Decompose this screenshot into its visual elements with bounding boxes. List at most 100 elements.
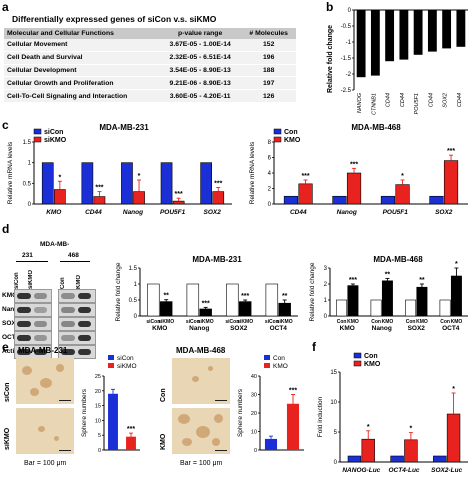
bar-kmo	[416, 286, 428, 317]
bar-sicon	[265, 283, 279, 317]
category-label: SOX2	[443, 93, 449, 108]
y-tick-label: 3	[324, 266, 328, 272]
category-label: CD44	[428, 93, 434, 107]
legend-swatch	[108, 355, 114, 360]
bar-sicon	[41, 162, 54, 205]
bar	[370, 10, 380, 76]
bar	[442, 10, 452, 49]
y-tick-label: 0	[28, 202, 32, 208]
legend-label: siKMO	[117, 363, 137, 370]
blot-label-oct4: OCT4	[2, 334, 20, 341]
legend-swatch	[264, 355, 270, 360]
y-tick-label: 25	[95, 374, 101, 380]
table-row: Cellular Movement 3.67E-05 - 1.00E-14 15…	[4, 39, 296, 52]
category-label: OCT4-Luc	[388, 467, 419, 474]
bar-con	[283, 195, 299, 205]
y-tick-label: -1.5	[341, 56, 352, 62]
panel-a-title: Differentially expressed genes of siCon …	[12, 14, 217, 24]
bar-kmo	[298, 183, 313, 205]
chart-d-mda231: 0 0.5 1 1.5 Relative fold change MDA-MB-231 si…	[115, 255, 298, 332]
table-cell: Cell-To-Cell Signaling and Interaction	[4, 89, 159, 103]
blot-label-nanog: Nanog	[2, 306, 23, 313]
bar-sikmo	[212, 191, 225, 205]
blot-label-kmo: KMO	[2, 292, 18, 299]
bar-sicon	[226, 283, 239, 317]
bar-label: siKMO	[277, 319, 293, 325]
bar-sikmo	[126, 436, 136, 450]
table-cell: Cellular Development	[4, 64, 159, 78]
table-row: Cell-To-Cell Signaling and Interaction 3…	[4, 89, 296, 103]
bar-label: KMO	[416, 319, 428, 325]
category-label: SOX2	[408, 325, 426, 332]
y-tick-label: 0	[348, 8, 352, 14]
y-axis-label: Relative mRNA levels	[7, 141, 14, 204]
micro-label-sikmo: siKMO	[4, 427, 11, 450]
table-cell: 3.54E-05 - 8.90E-13	[158, 64, 242, 78]
category-label: CD44	[85, 209, 102, 216]
bar-sikmo	[93, 196, 106, 205]
category-label: POU5F1	[160, 209, 186, 216]
category-label: CTNNB1	[371, 93, 377, 115]
blot-strip	[14, 289, 52, 303]
category-label: KMO	[152, 325, 167, 332]
blot-strip	[14, 331, 52, 345]
table-header: # Molecules	[241, 28, 296, 39]
significance-label: ***	[349, 277, 357, 284]
legend-swatch	[33, 128, 42, 135]
category-label: NANOG-Luc	[342, 467, 380, 474]
bar-sicon	[121, 162, 133, 205]
bar-con	[347, 455, 362, 463]
significance-label: ***	[350, 161, 358, 168]
table-header: Molecular and Cellular Functions	[4, 28, 159, 39]
blot-strip	[58, 317, 96, 331]
micro-label-sicon: siCon	[4, 382, 11, 402]
lane-label-sikmo: siKMO	[28, 269, 34, 289]
y-tick-label: 15	[330, 370, 337, 376]
y-tick-label: 10	[95, 418, 101, 424]
bar-sicon	[186, 283, 200, 317]
y-tick-label: 2	[268, 187, 272, 193]
legend-swatch	[264, 363, 270, 368]
bar-label: Con	[337, 319, 347, 325]
chart-e-mda468: 0 10 20 30 40 Sphere numbers Con *** KMO	[237, 355, 304, 454]
blot-label-sox2: SOX2	[2, 320, 20, 327]
bar	[356, 10, 366, 78]
y-tick-label: 4	[268, 171, 272, 177]
significance-label: ***	[202, 300, 210, 307]
y-axis-label: Relative fold change	[309, 262, 316, 321]
y-tick-label: 1	[28, 161, 32, 167]
bar-sikmo	[278, 302, 291, 317]
significance-label: ***	[241, 293, 249, 300]
legend-swatch	[273, 136, 282, 143]
significance-label: *	[138, 173, 141, 180]
legend-label: Con	[284, 129, 298, 136]
bar-sicon	[81, 162, 94, 205]
y-tick-label: -0.5	[341, 24, 352, 30]
y-tick-label: 0.5	[23, 181, 32, 187]
y-axis-label: Relative fold change	[115, 262, 122, 321]
legend-label: Con	[364, 353, 378, 360]
significance-label: ***	[289, 388, 297, 395]
y-axis-label: Sphere numbers	[237, 388, 244, 437]
y-tick-label: 0	[268, 202, 272, 208]
y-tick-label: 0	[134, 314, 138, 320]
bar-sicon	[200, 162, 212, 205]
chart-title: MDA-MB-231	[192, 255, 242, 264]
bar-kmo	[381, 280, 393, 317]
blot-strip	[58, 331, 96, 345]
y-axis-label: Fold induction	[317, 396, 324, 437]
y-tick-label: -2	[346, 72, 352, 78]
table-cell: 152	[241, 39, 296, 52]
bar	[427, 10, 437, 52]
category-label: Nanog	[372, 325, 392, 332]
bar-con	[336, 299, 348, 317]
bar-label: siCon	[146, 319, 160, 325]
significance-label: *	[410, 426, 413, 433]
y-tick-label: 1.5	[23, 140, 32, 146]
table-cell: 126	[241, 89, 296, 103]
category-label: OCT4	[270, 325, 288, 332]
bar-con	[380, 195, 396, 205]
bar-con	[370, 299, 382, 317]
blot-sub-231: 231	[22, 252, 33, 259]
scalebar-caption: Bar = 100 μm	[180, 460, 223, 467]
